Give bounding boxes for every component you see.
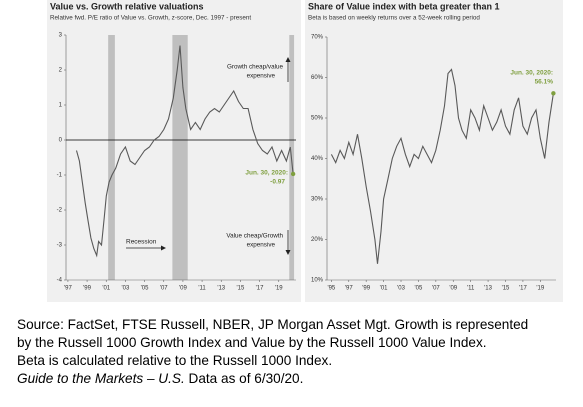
end-point — [551, 91, 556, 96]
x-tick-label: '03 — [122, 286, 130, 292]
y-tick-label: -3 — [57, 243, 63, 249]
y-tick-label: -4 — [57, 278, 63, 284]
caption-line: by the Russell 1000 Growth Index and Val… — [17, 335, 487, 350]
caption-line: Source: FactSet, FTSE Russell, NBER, JP … — [17, 317, 529, 332]
end-point — [290, 171, 296, 177]
end-date-label: Jun. 30, 2020: — [510, 70, 553, 77]
y-tick-label: 60% — [311, 75, 324, 81]
x-tick-label: '13 — [484, 286, 492, 292]
chart-subtitle: Beta is based on weekly returns over a 5… — [308, 15, 480, 22]
charts: Value vs. Growth relative valuations Rela… — [47, 0, 563, 302]
guide: Guide to the Markets – U.S. — [17, 371, 185, 386]
recession-band — [108, 35, 115, 280]
x-tick-label: '19 — [536, 286, 544, 292]
x-tick-label: '15 — [502, 286, 510, 292]
x-tick-label: '11 — [467, 286, 475, 292]
y-tick-label: -1 — [57, 173, 63, 179]
x-tick-label: '01 — [102, 286, 110, 292]
x-tick-label: '09 — [449, 286, 457, 292]
x-tick-label: '05 — [415, 286, 423, 292]
series-line — [75, 45, 294, 258]
panel — [305, 0, 563, 302]
x-tick-label: '11 — [198, 286, 206, 292]
annotation: expensive — [247, 73, 276, 80]
y-tick-label: 30% — [311, 197, 324, 203]
end-date-label: Jun. 30, 2020: — [245, 170, 288, 177]
y-tick-label: 50% — [311, 116, 324, 122]
x-tick-label: '07 — [160, 286, 168, 292]
y-tick-label: -2 — [57, 208, 63, 214]
caption: Source: FactSet, FTSE Russell, NBER, JP … — [17, 316, 528, 388]
x-tick-label: '07 — [432, 286, 440, 292]
annotation: Value cheap/Growth — [226, 233, 283, 240]
y-tick-label: 20% — [311, 237, 324, 243]
arrow-head — [161, 245, 166, 251]
x-tick-label: '17 — [256, 286, 264, 292]
y-tick-label: 3 — [59, 33, 63, 39]
x-tick-label: '97 — [64, 286, 72, 292]
y-tick-label: 10% — [311, 278, 324, 284]
x-tick-label: '99 — [362, 286, 370, 292]
y-tick-label: 0 — [59, 138, 63, 144]
x-tick-label: '15 — [237, 286, 245, 292]
chart-title: Value vs. Growth relative valuations — [50, 1, 204, 11]
recession-band — [172, 35, 188, 280]
y-tick-label: 1 — [59, 103, 63, 109]
x-tick-label: '09 — [179, 286, 187, 292]
x-tick-label: '17 — [519, 286, 527, 292]
series-line — [330, 68, 554, 264]
annotation: Recession — [126, 239, 157, 246]
as-of: Data as of 6/30/20. — [188, 371, 304, 386]
x-tick-label: '19 — [275, 286, 283, 292]
x-tick-label: '13 — [217, 286, 225, 292]
end-value-label: -0.97 — [270, 179, 285, 186]
x-tick-label: '01 — [380, 286, 388, 292]
caption-line: Guide to the Markets – U.S. Data as of 6… — [17, 370, 528, 388]
x-tick-label: '95 — [327, 286, 335, 292]
chart-title: Share of Value index with beta greater t… — [308, 1, 500, 11]
arrow-head — [285, 57, 291, 62]
y-tick-label: 40% — [311, 156, 324, 162]
x-tick-label: '97 — [345, 286, 353, 292]
x-tick-label: '05 — [141, 286, 149, 292]
x-tick-label: '99 — [83, 286, 91, 292]
y-tick-label: 2 — [59, 68, 63, 74]
annotation: Growth cheap/value — [227, 64, 284, 71]
end-value-label: 56.1% — [535, 79, 554, 86]
x-tick-label: '03 — [397, 286, 405, 292]
chart-subtitle: Relative fwd. P/E ratio of Value vs. Gro… — [50, 15, 251, 22]
y-tick-label: 70% — [311, 35, 324, 41]
caption-line: Beta is calculated relative to the Russe… — [17, 353, 333, 368]
annotation: expensive — [247, 242, 276, 249]
arrow-head — [285, 250, 291, 255]
